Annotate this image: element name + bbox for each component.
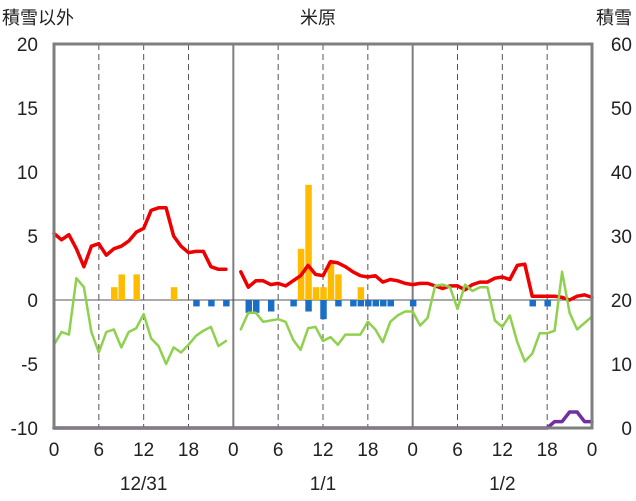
x-tick: 12: [133, 440, 154, 461]
snow_change-bar: [245, 300, 253, 313]
snow_change-bar: [365, 300, 372, 307]
snow_change-bar: [387, 300, 394, 307]
green_line-line: [52, 270, 594, 366]
left-axis-title: 積雪以外: [2, 8, 74, 29]
y-tick-left: 5: [27, 227, 38, 248]
date-label: 1/2: [489, 474, 515, 495]
snow_change-bar: [409, 300, 417, 307]
x-tick: 18: [537, 440, 558, 461]
snow_change-bar: [253, 300, 260, 313]
precip-bar: [320, 287, 327, 300]
precip-bar: [118, 274, 125, 300]
snow_change-bar: [380, 300, 387, 307]
snow_change-bar: [290, 300, 297, 307]
snow_change-bar: [320, 300, 327, 320]
snow_change-bar: [544, 300, 551, 307]
x-tick: 12: [492, 440, 513, 461]
y-tick-right: 0: [621, 419, 632, 440]
x-tick: 12: [312, 440, 333, 461]
snow_change-bar: [193, 300, 200, 307]
snow_change-bar: [208, 300, 215, 307]
grid: [54, 44, 592, 428]
x-tick: 0: [49, 440, 60, 461]
snow_change-bar: [305, 300, 312, 312]
y-tick-left: -5: [21, 355, 38, 376]
y-tick-right: 10: [611, 355, 632, 376]
y-tick-left: 20: [17, 35, 38, 56]
snow_change-bar: [372, 300, 380, 307]
x-tick: 6: [94, 440, 105, 461]
x-tick: 18: [178, 440, 199, 461]
y-tick-right: 60: [611, 35, 632, 56]
bars: [111, 184, 551, 320]
x-tick: 6: [273, 440, 284, 461]
precip-bar: [111, 287, 118, 300]
precip-bar: [335, 274, 342, 300]
precip-bar: [312, 287, 320, 300]
chart-title: 米原: [300, 8, 336, 29]
y-tick-left: 0: [27, 291, 38, 312]
x-tick: 6: [452, 440, 463, 461]
date-label: 1/1: [310, 474, 336, 495]
precip-bar: [133, 274, 140, 300]
precip-bar: [357, 287, 365, 300]
snow_change-bar: [335, 300, 342, 307]
x-tick: 18: [357, 440, 378, 461]
precip-bar: [305, 184, 312, 300]
y-tick-right: 40: [611, 163, 632, 184]
y-tick-right: 30: [611, 227, 632, 248]
right-axis-title: 積雪: [596, 8, 632, 29]
snow_change-bar: [350, 300, 357, 307]
y-tick-left: 10: [17, 163, 38, 184]
plot-frame: [52, 42, 594, 430]
snow_change-bar: [223, 300, 230, 307]
date-label: 12/31: [120, 474, 168, 495]
temperature-line: [52, 206, 594, 302]
x-tick: 0: [407, 440, 418, 461]
x-tick: 0: [228, 440, 239, 461]
snow_change-bar: [357, 300, 365, 307]
x-tick: 0: [587, 440, 598, 461]
precip-bar: [327, 261, 335, 300]
y-tick-right: 50: [611, 99, 632, 120]
precip-bar: [170, 287, 178, 300]
snow_change-bar: [529, 300, 536, 307]
snow_change-bar: [267, 300, 275, 312]
y-tick-left: -10: [11, 419, 38, 440]
y-tick-left: 15: [17, 99, 38, 120]
y-tick-right: 20: [611, 291, 632, 312]
